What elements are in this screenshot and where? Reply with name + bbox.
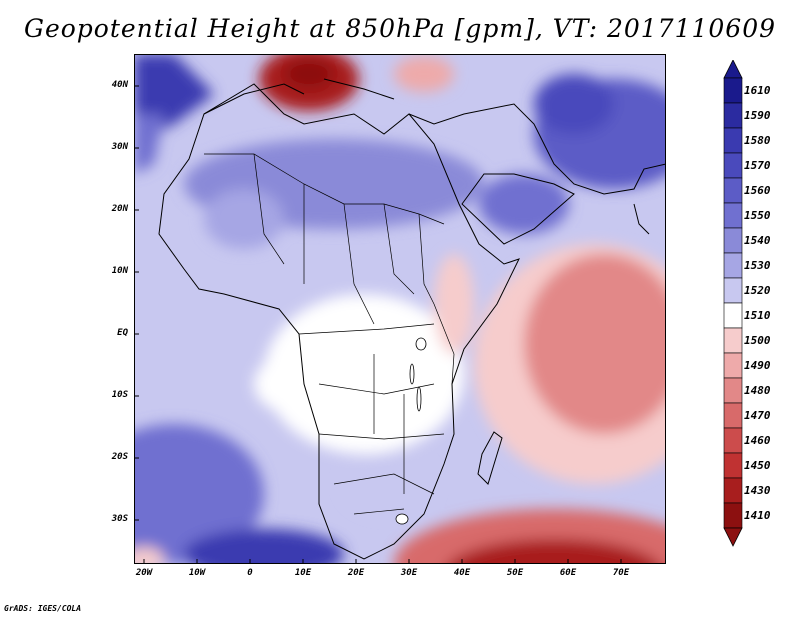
colorbar-box [723,77,743,104]
lat-label: 30N [111,142,128,152]
colorbar-box [723,202,743,229]
colorbar-level-label: 1610 [744,83,771,97]
colorbar-level-label: 1530 [744,258,771,272]
colorbar [723,60,743,547]
colorbar-level-label: 1560 [744,183,771,197]
lon-label: 10E [294,568,312,578]
colorbar-level-label: 1540 [744,233,771,247]
map-frame [134,54,666,564]
colorbar-level-label: 1480 [744,383,771,397]
colorbar-level-label: 1460 [744,433,771,447]
colorbar-level-label: 1410 [744,508,771,522]
colorbar-level-label: 1590 [744,108,771,122]
lat-label: 20S [111,452,128,462]
colorbar-box [723,452,743,479]
colorbar-level-label: 1470 [744,408,771,422]
colorbar-box [723,302,743,329]
colorbar-box [723,177,743,204]
axis-ticks [134,85,622,564]
lat-label: 20N [111,204,128,214]
lat-label: 10S [111,390,128,400]
colorbar-level-label: 1510 [744,308,771,322]
lon-label: 70E [612,568,630,578]
map-panel [134,54,666,564]
lon-label: 20E [347,568,365,578]
lon-label: 60E [559,568,577,578]
colorbar-arrow-top [723,60,743,79]
colorbar-level-label: 1430 [744,483,771,497]
credit-text: GrADS: IGES/COLA [4,604,82,613]
height-field-shading [134,54,666,564]
colorbar-box [723,327,743,354]
lat-label: 10N [111,266,128,276]
lon-label: 30E [400,568,418,578]
lon-label: 50E [506,568,524,578]
colorbar-box [723,377,743,404]
colorbar-level-label: 1500 [744,333,771,347]
colorbar-boxes [723,60,743,547]
lon-label: 20W [135,568,153,578]
colorbar-box [723,352,743,379]
colorbar-box [723,152,743,179]
colorbar-box [723,227,743,254]
colorbar-level-label: 1570 [744,158,771,172]
colorbar-box [723,127,743,154]
colorbar-box [723,277,743,304]
chart-title: Geopotential Height at 850hPa [gpm], VT:… [23,14,777,43]
lon-label: 10W [188,568,206,578]
colorbar-level-label: 1490 [744,358,771,372]
lat-label: 30S [111,514,128,524]
colorbar-level-label: 1580 [744,133,771,147]
colorbar-box [723,477,743,504]
lon-label: 40E [453,568,471,578]
colorbar-level-label: 1520 [744,283,771,297]
colorbar-box [723,102,743,129]
colorbar-level-label: 1550 [744,208,771,222]
colorbar-box [723,402,743,429]
coastlines [158,78,666,560]
lat-label: EQ [117,328,128,338]
colorbar-box [723,252,743,279]
colorbar-box [723,427,743,454]
colorbar-arrow-bottom [723,527,743,547]
lat-label: 40N [111,80,128,90]
colorbar-level-label: 1450 [744,458,771,472]
country-borders [204,153,455,515]
lon-label: 0 [247,568,253,578]
lakes [395,337,427,525]
colorbar-box [723,502,743,529]
